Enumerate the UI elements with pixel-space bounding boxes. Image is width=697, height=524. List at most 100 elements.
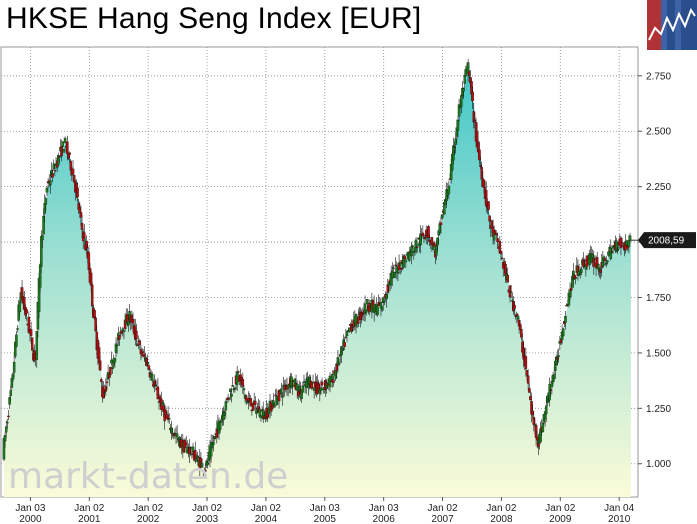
x-tick-label-top: Jan 03	[310, 503, 340, 514]
candle-body	[255, 410, 258, 414]
x-tick-label-top: Jan 02	[74, 503, 104, 514]
candle-body	[136, 344, 139, 346]
candle-body	[85, 240, 88, 249]
candle-body	[561, 328, 565, 337]
candle-body	[380, 306, 384, 311]
candle-body	[456, 119, 460, 131]
y-tick-label: 1.750	[646, 293, 671, 304]
candle-body	[175, 433, 179, 438]
candle-body	[43, 203, 46, 214]
candle-body	[395, 266, 399, 273]
candle-body	[421, 232, 425, 237]
candle-body	[574, 277, 577, 279]
x-tick-label-bottom: 2007	[431, 514, 454, 524]
candle-body	[275, 396, 279, 406]
candle-body	[2, 438, 6, 460]
candle-body	[535, 436, 539, 441]
candle-body	[291, 385, 294, 387]
candle-body	[386, 284, 389, 293]
candle-body	[227, 397, 231, 399]
candle-body	[105, 381, 109, 384]
candle-body	[532, 416, 536, 425]
x-tick-label-top: Jan 04	[604, 503, 634, 514]
candle-body	[627, 239, 631, 248]
y-tick-label: 2.750	[646, 71, 671, 82]
candle-body	[607, 251, 610, 256]
candle-body	[184, 442, 188, 446]
candle-body	[478, 149, 481, 161]
candle-body	[518, 323, 522, 330]
candle-body	[272, 400, 275, 406]
candle-body	[499, 250, 503, 255]
candle-body	[569, 288, 573, 291]
candle-body	[60, 146, 63, 157]
candle-body	[484, 190, 488, 207]
area-layer	[3, 64, 631, 497]
candle-body	[417, 237, 420, 240]
x-tick-label-bottom: 2006	[373, 514, 396, 524]
candle-body	[9, 390, 12, 397]
candle-body	[526, 375, 530, 384]
x-tick-label-bottom: 2000	[19, 514, 42, 524]
candle-body	[104, 386, 108, 392]
candle-body	[121, 328, 125, 331]
candle-body	[482, 179, 486, 188]
candle-body	[146, 362, 149, 364]
candle-body	[4, 426, 8, 433]
candle-body	[223, 412, 226, 416]
candle-body	[410, 246, 413, 257]
candle-body	[427, 226, 430, 238]
candle-body	[430, 236, 434, 246]
candle-body	[326, 383, 329, 386]
candle-body	[610, 251, 614, 253]
x-tick-label-bottom: 2009	[549, 514, 572, 524]
candle-body	[241, 379, 245, 387]
candle-body	[66, 141, 69, 154]
candle-body	[49, 180, 52, 186]
candle-body	[143, 354, 146, 358]
candle-body	[549, 389, 553, 391]
candle-body	[609, 247, 613, 260]
candle-body	[68, 152, 71, 155]
candle-body	[230, 393, 233, 397]
candle-body	[76, 187, 79, 198]
candle-body	[544, 405, 548, 415]
candle-body	[16, 328, 19, 330]
candle-body	[80, 223, 84, 230]
candle-body	[615, 240, 618, 252]
candle-body	[29, 329, 33, 336]
y-tick-label: 2.250	[646, 182, 671, 193]
last-value-tag	[638, 232, 696, 249]
candle-body	[415, 246, 419, 248]
candle-body	[520, 329, 523, 338]
candle-body	[170, 427, 173, 433]
candle-body	[189, 447, 193, 449]
candle-body	[473, 120, 477, 122]
candle-body	[280, 388, 283, 395]
candle-body	[361, 313, 365, 315]
candle-body	[154, 384, 157, 387]
candle-body	[107, 374, 111, 379]
candle-body	[89, 272, 93, 286]
candle-body	[354, 314, 358, 327]
candle-body	[141, 351, 145, 353]
candle-body	[235, 371, 239, 385]
candle-body	[186, 446, 189, 454]
candle-body	[233, 387, 237, 390]
candle-body	[524, 356, 528, 370]
candle-body	[364, 310, 368, 313]
candle-body	[6, 421, 9, 424]
candle-body	[366, 299, 369, 305]
candle-body	[209, 442, 213, 457]
candle-body	[224, 401, 228, 411]
candle-body	[509, 291, 513, 293]
candle-body	[103, 391, 106, 393]
candle-body	[568, 290, 572, 297]
candle-body	[564, 316, 567, 323]
candle-body	[51, 173, 54, 178]
x-tick-label-top: Jan 03	[369, 503, 399, 514]
candle-body	[41, 235, 44, 241]
candle-body	[348, 327, 351, 332]
